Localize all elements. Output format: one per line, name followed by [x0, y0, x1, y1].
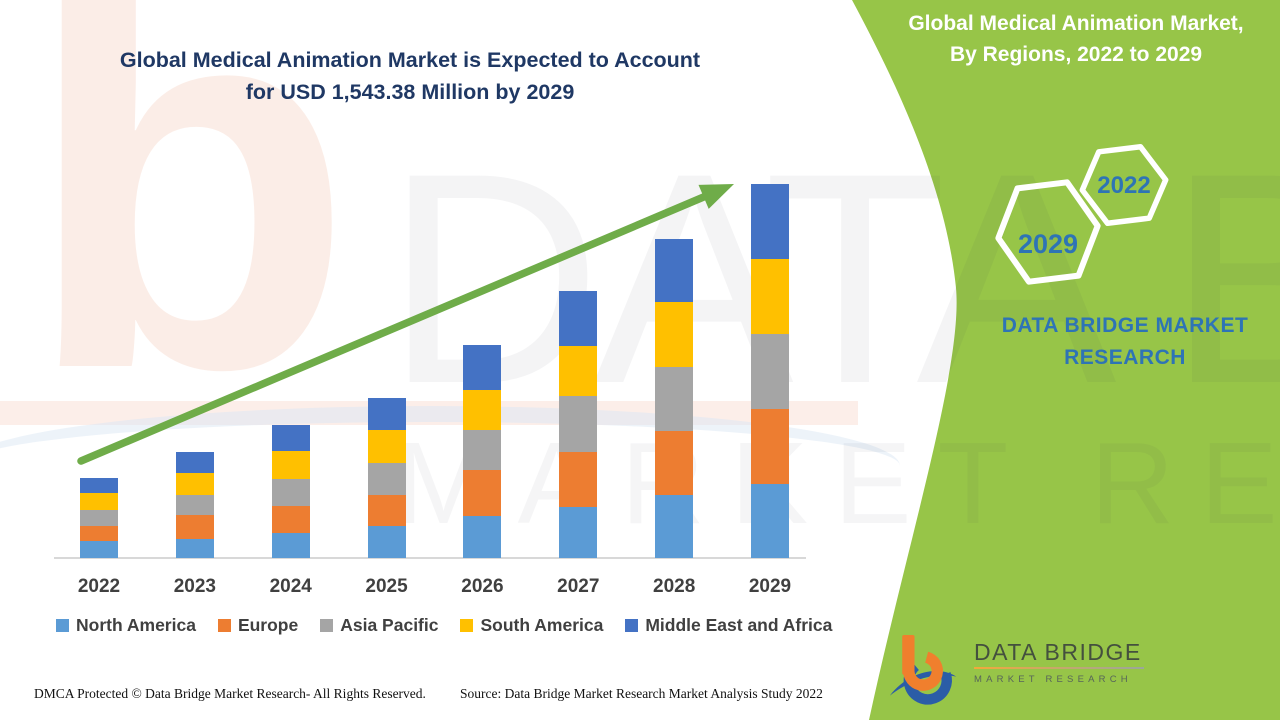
bar-segment-2025-north-america	[367, 525, 406, 558]
legend-item-middle-east-and-africa: Middle East and Africa	[625, 615, 832, 636]
bar-segment-2027-north-america	[559, 506, 598, 558]
x-axis-label-2027: 2027	[557, 576, 600, 597]
bar-segment-2023-south-america	[175, 472, 214, 495]
logo-brand-name: DATA BRIDGE	[974, 639, 1142, 665]
bar-segment-2024-south-america	[271, 451, 310, 479]
bar-segment-2027-south-america	[559, 345, 598, 396]
bar-segment-2026-north-america	[463, 516, 502, 558]
hexagon-year-2029: 2029	[1017, 229, 1079, 259]
bar-plot: 2022 2023 2024 2025 2026 2027 2028 2029	[77, 184, 792, 597]
bar-segment-2024-north-america	[271, 533, 310, 558]
data-bridge-logo: DATA BRIDGE MARKET RESEARCH	[888, 632, 1144, 708]
side-panel-brand: DATA BRIDGE MARKET RESEARCH	[975, 310, 1275, 374]
bar-segment-2026-south-america	[463, 390, 502, 431]
bar-2026	[463, 344, 502, 558]
bar-2028	[655, 238, 694, 558]
bar-segment-2022-north-america	[80, 541, 118, 558]
chart-title-line1: Global Medical Animation Market is Expec…	[119, 48, 701, 72]
legend-swatch	[625, 619, 639, 632]
bar-segment-2028-asia-pacific	[655, 366, 694, 431]
legend-swatch	[217, 619, 231, 632]
logo-text-block: DATA BRIDGE MARKET RESEARCH	[974, 640, 1144, 685]
bar-segment-2024-europe	[271, 506, 310, 534]
bar-segment-2022-south-america	[80, 493, 118, 510]
bar-segment-2023-middle-east-and-africa	[175, 452, 214, 473]
logo-orange-bowl	[903, 651, 943, 691]
bar-2029	[750, 184, 789, 558]
bar-2027	[559, 291, 598, 558]
logo-underline	[974, 667, 1144, 669]
bar-segment-2025-asia-pacific	[367, 462, 406, 496]
side-panel-brand-line2: RESEARCH	[1064, 346, 1186, 369]
bar-segment-2024-asia-pacific	[271, 478, 310, 507]
footer-source-text: Source: Data Bridge Market Research Mark…	[460, 686, 823, 701]
bar-segment-2028-europe	[655, 431, 694, 496]
bar-segment-2029-asia-pacific	[750, 333, 789, 409]
bar-segment-2025-middle-east-and-africa	[367, 397, 406, 431]
bar-segment-2023-europe	[175, 514, 214, 539]
bar-segment-2029-south-america	[750, 259, 789, 334]
side-panel-background	[852, 0, 1280, 720]
legend-swatch	[320, 619, 334, 632]
bar-segment-2027-middle-east-and-africa	[559, 291, 598, 346]
logo-blue-swoosh	[889, 671, 957, 696]
legend-swatch	[460, 619, 474, 632]
bar-segment-2023-north-america	[175, 538, 214, 558]
bar-segment-2026-europe	[463, 469, 502, 517]
bar-segment-2029-middle-east-and-africa	[750, 184, 789, 260]
legend-label: North America	[76, 615, 196, 635]
bar-segment-2026-asia-pacific	[463, 430, 502, 470]
x-axis-label-2028: 2028	[653, 576, 696, 597]
x-axis-label-2026: 2026	[461, 576, 504, 597]
legend-label: Europe	[237, 615, 299, 635]
legend-swatch	[56, 619, 69, 632]
bar-segment-2022-asia-pacific	[80, 509, 118, 526]
bar-segment-2028-middle-east-and-africa	[655, 238, 694, 303]
bar-2024	[271, 424, 310, 558]
legend-label: South America	[480, 615, 604, 635]
x-axis-label-2024: 2024	[269, 576, 312, 597]
bar-segment-2025-europe	[367, 495, 406, 526]
bar-segment-2028-north-america	[655, 495, 694, 558]
x-axis-label-2029: 2029	[748, 576, 792, 597]
legend-item-asia-pacific: Asia Pacific	[320, 615, 438, 636]
legend-label: Middle East and Africa	[645, 615, 833, 635]
legend-item-europe: Europe	[217, 615, 299, 636]
bar-segment-2027-europe	[559, 451, 598, 507]
logo-orange-stem	[902, 634, 915, 675]
bar-segment-2022-middle-east-and-africa	[80, 478, 118, 494]
x-axis-line	[54, 557, 806, 559]
bar-segment-2026-middle-east-and-africa	[463, 344, 502, 391]
x-axis-label-2022: 2022	[77, 576, 121, 597]
bar-2023	[175, 452, 214, 558]
data-bridge-logo-icon	[889, 634, 957, 705]
legend-item-north-america: North America	[56, 615, 196, 636]
side-panel-title-line1: Global Medical Animation Market,	[908, 12, 1244, 35]
bar-2025	[367, 397, 406, 558]
chart-legend: North America Europe Asia Pacific South Ame…	[56, 615, 832, 636]
footer-dmca-text: DMCA Protected © Data Bridge Market Rese…	[34, 686, 426, 701]
legend-item-south-america: South America	[460, 615, 603, 636]
side-panel-brand-line1: DATA BRIDGE MARKET	[1001, 314, 1249, 337]
side-panel-title: Global Medical Animation Market, By Regi…	[880, 8, 1272, 70]
chart-title-line2: for USD 1,543.38 Million by 2029	[245, 80, 575, 104]
bar-segment-2024-middle-east-and-africa	[271, 424, 310, 452]
bar-segment-2029-europe	[750, 408, 789, 485]
x-axis-label-2025: 2025	[365, 576, 408, 597]
bar-segment-2023-asia-pacific	[175, 494, 214, 515]
logo-tagline: MARKET RESEARCH	[974, 674, 1132, 685]
bar-2022	[80, 478, 118, 558]
bar-segment-2027-asia-pacific	[559, 395, 598, 452]
bar-segment-2028-south-america	[655, 302, 694, 367]
chart-title: Global Medical Animation Market is Expec…	[40, 44, 780, 108]
legend-label: Asia Pacific	[340, 615, 439, 635]
hexagon-year-2022: 2022	[1097, 172, 1151, 199]
side-panel-title-line2: By Regions, 2022 to 2029	[949, 43, 1203, 66]
bar-segment-2029-north-america	[750, 484, 789, 558]
bar-segment-2022-europe	[80, 525, 118, 541]
bar-segment-2025-south-america	[367, 430, 406, 463]
x-axis-label-2023: 2023	[173, 576, 216, 597]
